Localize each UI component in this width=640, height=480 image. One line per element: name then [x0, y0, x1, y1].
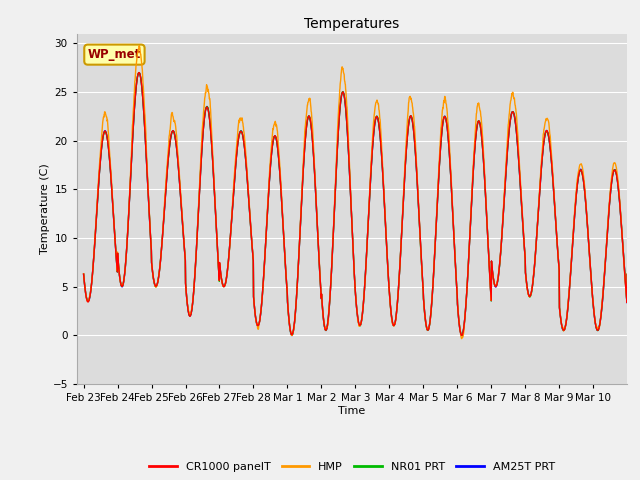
HMP: [136, 43, 143, 48]
NR01 PRT: [616, 202, 624, 208]
NR01 PRT: [80, 271, 88, 276]
HMP: [252, 314, 259, 320]
AM25T PRT: [520, 230, 527, 236]
HMP: [550, 191, 558, 196]
HMP: [134, 49, 141, 55]
X-axis label: Time: Time: [339, 406, 365, 416]
CR1000 panelT: [616, 202, 624, 208]
NR01 PRT: [623, 271, 631, 277]
CR1000 panelT: [520, 230, 527, 236]
Line: NR01 PRT: NR01 PRT: [84, 72, 627, 336]
Line: HMP: HMP: [84, 46, 627, 338]
CR1000 panelT: [458, 333, 465, 338]
AM25T PRT: [616, 203, 624, 208]
AM25T PRT: [80, 272, 88, 277]
NR01 PRT: [550, 194, 558, 200]
AM25T PRT: [550, 194, 558, 200]
NR01 PRT: [520, 230, 527, 236]
NR01 PRT: [134, 72, 141, 78]
Y-axis label: Temperature (C): Temperature (C): [40, 163, 50, 254]
AM25T PRT: [135, 70, 143, 75]
CR1000 panelT: [388, 317, 396, 323]
Line: CR1000 panelT: CR1000 panelT: [84, 72, 627, 336]
AM25T PRT: [458, 333, 466, 338]
NR01 PRT: [458, 333, 466, 338]
AM25T PRT: [388, 317, 396, 323]
AM25T PRT: [134, 72, 141, 78]
HMP: [616, 200, 624, 206]
CR1000 panelT: [550, 193, 558, 199]
Line: AM25T PRT: AM25T PRT: [84, 72, 627, 336]
HMP: [623, 271, 631, 277]
NR01 PRT: [252, 313, 259, 319]
CR1000 panelT: [134, 72, 141, 78]
CR1000 panelT: [623, 272, 631, 277]
AM25T PRT: [252, 313, 259, 319]
NR01 PRT: [388, 318, 396, 324]
HMP: [520, 228, 527, 234]
AM25T PRT: [623, 272, 631, 277]
HMP: [458, 336, 465, 341]
CR1000 panelT: [80, 271, 88, 277]
Legend: CR1000 panelT, HMP, NR01 PRT, AM25T PRT: CR1000 panelT, HMP, NR01 PRT, AM25T PRT: [145, 457, 559, 477]
Title: Temperatures: Temperatures: [305, 17, 399, 31]
HMP: [388, 318, 396, 324]
NR01 PRT: [135, 70, 143, 75]
CR1000 panelT: [135, 70, 143, 75]
Text: WP_met: WP_met: [88, 48, 141, 61]
HMP: [80, 271, 88, 276]
CR1000 panelT: [252, 313, 259, 319]
